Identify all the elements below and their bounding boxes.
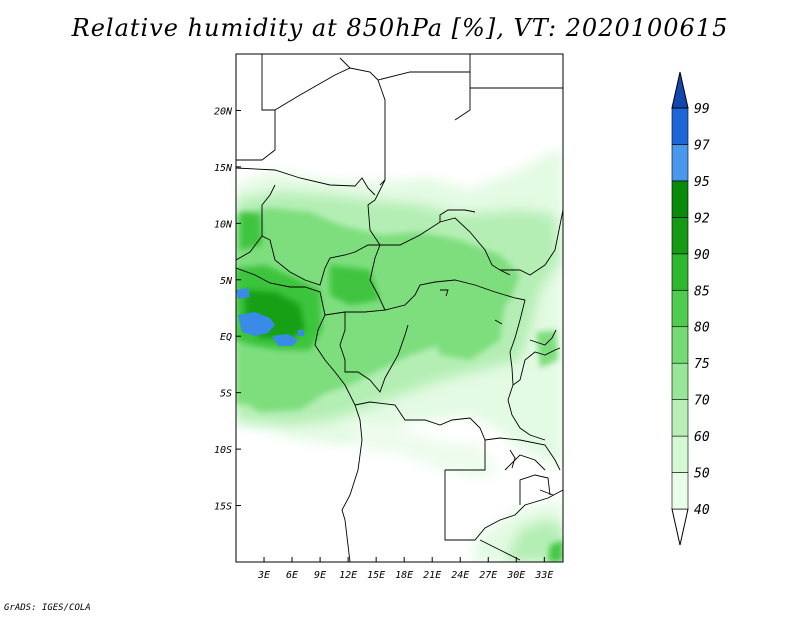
lat-tick-label: 15N [214,163,233,174]
lat-tick-label: 20N [214,106,233,117]
lon-tick-label: 18E [395,570,413,581]
lon-tick-label: 21E [423,570,441,581]
lat-tick-label: 5S [220,389,232,400]
humidity-field [236,150,563,562]
colorbar-swatch [671,472,689,510]
colorbar-label: 50 [694,467,710,482]
humidity-region-blue-2 [236,288,250,299]
colorbar-label: 99 [694,102,710,117]
lon-tick-label: 6E [286,570,298,581]
lon-tick-label: 33E [534,570,553,581]
lat-tick-label: 10N [214,219,233,230]
colorbar-label: 80 [694,321,710,336]
humidity-region-dark-4 [536,330,558,368]
lat-tick-label: 10S [214,445,232,456]
humidity-region-vdark-2 [330,265,380,305]
humidity-region-dark-2 [240,360,330,412]
longitude-axis: 3E 6E 9E 12E 15E 18E 21E 24E 27E 30E 33E [257,557,553,581]
colorbar-label: 90 [694,248,710,263]
colorbar-swatch [671,289,689,328]
colorbar-label: 60 [694,430,710,445]
lat-tick-label: EQ [220,332,232,343]
colorbar-label: 97 [694,138,710,153]
colorbar-swatch [671,435,689,473]
lon-tick-label: 3E [257,570,270,581]
colorbar-swatch [671,180,689,218]
lon-tick-label: 30E [506,570,525,581]
lon-tick-label: 9E [314,570,326,581]
humidity-region-blue-3 [272,334,298,346]
lon-tick-label: 15E [367,570,385,581]
colorbar-label: 40 [694,503,710,518]
colorbar-swatch [671,107,689,145]
lon-tick-label: 24E [451,570,469,581]
humidity-region-blue-4 [298,330,304,336]
lon-tick-label: 27E [479,570,497,581]
colorbar: 40 50 60 70 75 80 85 90 92 95 97 99 [671,71,710,546]
colorbar-label: 70 [694,394,710,409]
colorbar-min-triangle [671,508,689,546]
humidity-region-vdark-3 [240,212,262,250]
colorbar-label: 85 [694,284,710,299]
humidity-region-medium-se [505,520,563,562]
country-borders [236,54,563,562]
humidity-region-dark-3 [430,280,505,360]
colorbar-swatch [671,326,689,364]
lat-tick-label: 15S [214,502,232,513]
humidity-region-light-s [350,420,500,480]
colorbar-swatch [671,217,689,255]
humidity-region-blue-1 [238,312,275,336]
map-title: Relative humidity at 850hPa [%], VT: 202… [71,14,729,42]
humidity-region-dark [236,208,520,405]
colorbar-label: 95 [694,175,710,190]
plot-frame [235,53,564,563]
colorbar-swatch [671,362,689,400]
credit-text: GrADS: IGES/COLA [4,603,91,613]
latitude-axis: 20N 15N 10N 5N EQ 5S 10S 15S [214,106,241,513]
colorbar-max-triangle [671,71,689,109]
colorbar-swatch [671,399,689,437]
colorbar-swatch [671,253,689,291]
lat-tick-label: 5N [220,276,233,287]
colorbar-swatch [671,144,689,182]
lon-tick-label: 12E [339,570,357,581]
colorbar-label: 75 [694,357,710,372]
colorbar-label: 92 [694,211,710,226]
humidity-region-vdark-4 [548,540,563,562]
